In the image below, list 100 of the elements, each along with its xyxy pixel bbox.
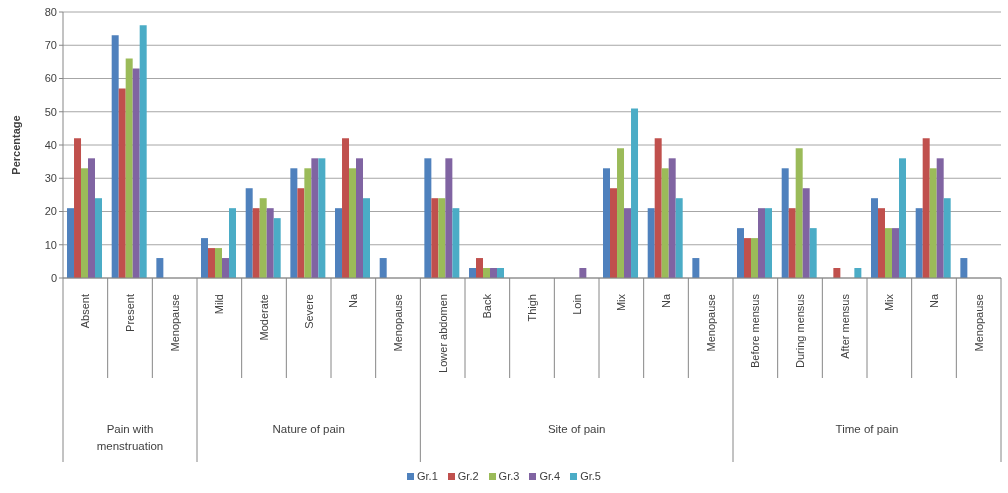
bar <box>431 198 439 278</box>
bar <box>356 158 364 278</box>
bar <box>245 188 253 278</box>
legend-label: Gr.5 <box>580 470 601 482</box>
y-tick-label: 80 <box>44 5 57 18</box>
bar <box>809 228 817 278</box>
bar <box>737 228 745 278</box>
bar <box>617 148 625 278</box>
x-tick-label: Before mensus <box>749 293 762 368</box>
y-tick-label: 60 <box>44 72 57 85</box>
bar <box>201 238 209 278</box>
bar <box>654 138 662 278</box>
x-tick-label: Menopause <box>704 294 717 352</box>
bar <box>438 198 446 278</box>
x-tick-label: Present <box>124 294 136 332</box>
text: Time of pain <box>834 422 900 437</box>
bar <box>497 268 505 278</box>
bar <box>139 25 147 278</box>
bar <box>936 158 944 278</box>
bar <box>476 258 484 278</box>
bar <box>960 258 968 278</box>
bar <box>125 58 133 278</box>
bar <box>318 158 326 278</box>
x-tick-label: Back <box>481 293 494 319</box>
bar <box>922 138 930 278</box>
bar <box>631 108 639 278</box>
bar <box>156 258 164 278</box>
x-tick-label: Na <box>347 293 360 309</box>
bar <box>311 158 319 278</box>
y-tick-label: 40 <box>44 138 57 151</box>
legend-label: Gr.4 <box>539 470 561 482</box>
bar <box>802 188 810 278</box>
bar <box>259 198 267 278</box>
bar <box>929 168 937 278</box>
y-tick-label: 70 <box>44 39 57 52</box>
bar <box>751 238 759 278</box>
bar <box>899 158 907 278</box>
x-tick-label: Severe <box>302 294 315 329</box>
x-tick-label: Lower abdomen <box>436 294 449 373</box>
bar <box>854 268 862 278</box>
bar <box>943 198 951 278</box>
bar <box>483 268 491 278</box>
y-tick-label: 20 <box>44 205 57 218</box>
x-tick-label: Mild <box>213 294 226 315</box>
bar <box>342 138 350 278</box>
bar <box>878 208 886 278</box>
bar <box>118 88 126 278</box>
y-tick-label: 50 <box>44 105 57 118</box>
x-tick-label: Mix <box>883 293 896 312</box>
bar <box>81 168 89 278</box>
bar <box>758 208 766 278</box>
y-tick-label: 30 <box>44 172 57 185</box>
bar <box>67 208 75 278</box>
bar <box>915 208 923 278</box>
bar <box>445 158 453 278</box>
bar <box>208 248 216 278</box>
text: Pain with menstruation <box>95 422 165 454</box>
x-tick-label: Thigh <box>526 294 538 322</box>
bar <box>74 138 82 278</box>
bar <box>469 268 477 278</box>
x-tick-label: Mix <box>615 293 628 312</box>
bar <box>833 268 841 278</box>
bar <box>132 68 140 278</box>
text: Nature of pain <box>271 422 346 437</box>
x-tick-label: Na <box>660 293 672 309</box>
bar <box>452 208 460 278</box>
bar <box>88 158 96 278</box>
bar <box>692 258 700 278</box>
bar <box>885 228 893 278</box>
bar <box>744 238 752 278</box>
bar <box>215 248 223 278</box>
bar <box>95 198 103 278</box>
x-tick-label: Moderate <box>258 294 270 341</box>
bar <box>781 168 789 278</box>
y-tick-label: 10 <box>44 238 57 251</box>
x-tick-label: After mensus <box>838 293 851 359</box>
y-tick-label: 0 <box>50 271 57 284</box>
bar <box>252 208 260 278</box>
y-axis-title: Percentage <box>10 115 22 175</box>
text: Site of pain <box>546 422 607 437</box>
bar <box>222 258 230 278</box>
x-tick-label: Na <box>928 293 940 309</box>
bar <box>610 188 618 278</box>
x-tick-label: Loin <box>570 294 583 315</box>
bar <box>266 208 274 278</box>
bar <box>647 208 655 278</box>
legend-label: Gr.1 <box>417 470 438 482</box>
bar <box>111 35 119 278</box>
bar <box>490 268 498 278</box>
bar <box>765 208 773 278</box>
bar <box>603 168 611 278</box>
legend-label: Gr.2 <box>457 470 479 482</box>
bar <box>892 228 900 278</box>
bar <box>661 168 669 278</box>
bar <box>788 208 796 278</box>
bar <box>335 208 343 278</box>
bar <box>795 148 803 278</box>
bar <box>297 188 305 278</box>
bar <box>424 158 432 278</box>
bar <box>624 208 632 278</box>
